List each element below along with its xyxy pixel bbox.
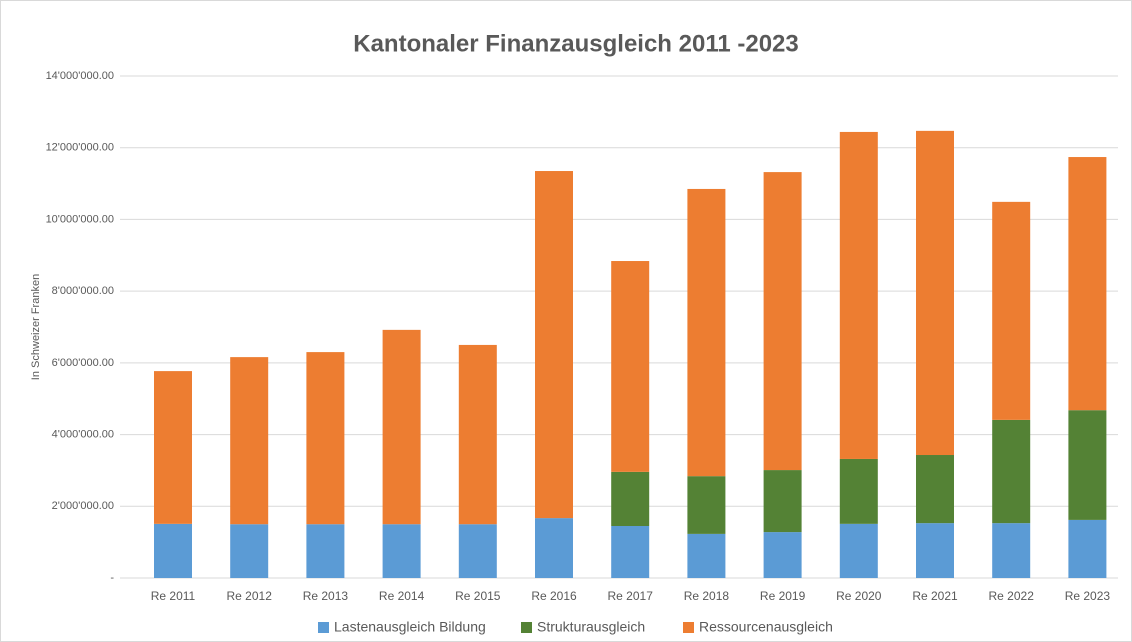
bar-segment [687, 476, 726, 534]
bar-segment [306, 524, 345, 578]
y-tick-label: 4'000'000.00 [52, 428, 114, 440]
x-tick-label: Re 2019 [760, 589, 806, 603]
bar-segment [1068, 410, 1107, 520]
x-tick-label: Re 2020 [836, 589, 882, 603]
y-tick-label: 10'000'000.00 [46, 213, 114, 225]
bar-segment [535, 171, 573, 519]
legend-label: Ressourcenausgleich [699, 619, 833, 635]
x-tick-label: Re 2018 [684, 589, 730, 603]
bar-segment [1068, 157, 1107, 411]
bar-segment [763, 532, 802, 578]
bar-segment [611, 261, 650, 472]
x-tick-label: Re 2021 [912, 589, 958, 603]
bar-segment [230, 357, 269, 525]
bar-segment [763, 172, 802, 471]
chart-title: Kantonaler Finanzausgleich 2011 -2023 [353, 30, 799, 57]
bar-segment [230, 524, 269, 578]
y-tick-label: 14'000'000.00 [46, 70, 114, 82]
bar-segment [611, 471, 650, 527]
bar-segment [306, 352, 345, 525]
bar-segment [535, 518, 573, 578]
bar-segment [916, 523, 954, 578]
x-tick-label: Re 2014 [379, 589, 425, 603]
bar-segment [382, 329, 421, 525]
bar-segment [916, 130, 954, 456]
bar-segment [763, 470, 802, 533]
bar-segment [1068, 519, 1107, 578]
x-tick-label: Re 2012 [227, 589, 273, 603]
bar-segment [839, 131, 878, 459]
legend-swatch [683, 622, 694, 633]
bar-segment [992, 523, 1031, 578]
bar-segment [992, 419, 1031, 524]
x-tick-label: Re 2022 [989, 589, 1035, 603]
bar-segment [611, 526, 650, 578]
bar-segment [992, 201, 1031, 420]
bar-segment [839, 458, 878, 524]
y-tick-label: - [110, 572, 114, 584]
x-tick-label: Re 2017 [608, 589, 654, 603]
bar-segment [458, 524, 497, 578]
legend-swatch [318, 622, 329, 633]
bar-segment [458, 344, 497, 525]
x-tick-label: Re 2013 [303, 589, 349, 603]
y-axis-label: In Schweizer Franken [30, 274, 42, 380]
legend-label: Strukturausgleich [537, 619, 645, 635]
y-tick-label: 2'000'000.00 [52, 500, 114, 512]
bar-segment [154, 371, 192, 524]
legend-swatch [521, 622, 532, 633]
bar-segment [154, 523, 192, 578]
x-tick-label: Re 2015 [455, 589, 501, 603]
y-tick-label: 6'000'000.00 [52, 357, 114, 369]
x-tick-label: Re 2011 [151, 589, 196, 603]
y-tick-label: 12'000'000.00 [46, 142, 114, 154]
bar-segment [687, 188, 726, 477]
x-tick-label: Re 2016 [531, 589, 577, 603]
bar-segment [687, 533, 726, 578]
y-tick-label: 8'000'000.00 [52, 285, 114, 297]
legend-label: Lastenausgleich Bildung [334, 619, 486, 635]
bar-segment [382, 524, 421, 578]
bar-segment [916, 455, 954, 524]
bar-segment [839, 523, 878, 578]
x-tick-label: Re 2023 [1065, 589, 1111, 603]
